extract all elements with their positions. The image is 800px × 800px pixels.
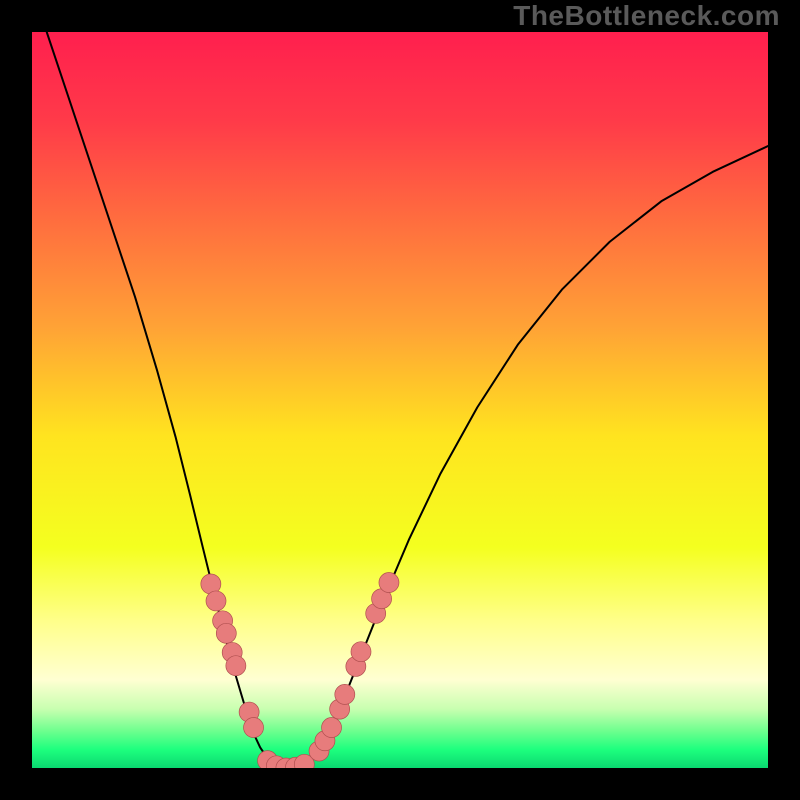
- gradient-background: [32, 32, 768, 768]
- data-marker: [335, 684, 355, 704]
- data-marker: [322, 718, 342, 738]
- data-marker: [351, 642, 371, 662]
- data-marker: [226, 656, 246, 676]
- data-marker: [216, 623, 236, 643]
- plot-area: [32, 32, 768, 768]
- chart-frame: TheBottleneck.com: [0, 0, 800, 800]
- data-marker: [244, 718, 264, 738]
- watermark-text: TheBottleneck.com: [513, 0, 780, 32]
- data-marker: [206, 591, 226, 611]
- data-marker: [379, 573, 399, 593]
